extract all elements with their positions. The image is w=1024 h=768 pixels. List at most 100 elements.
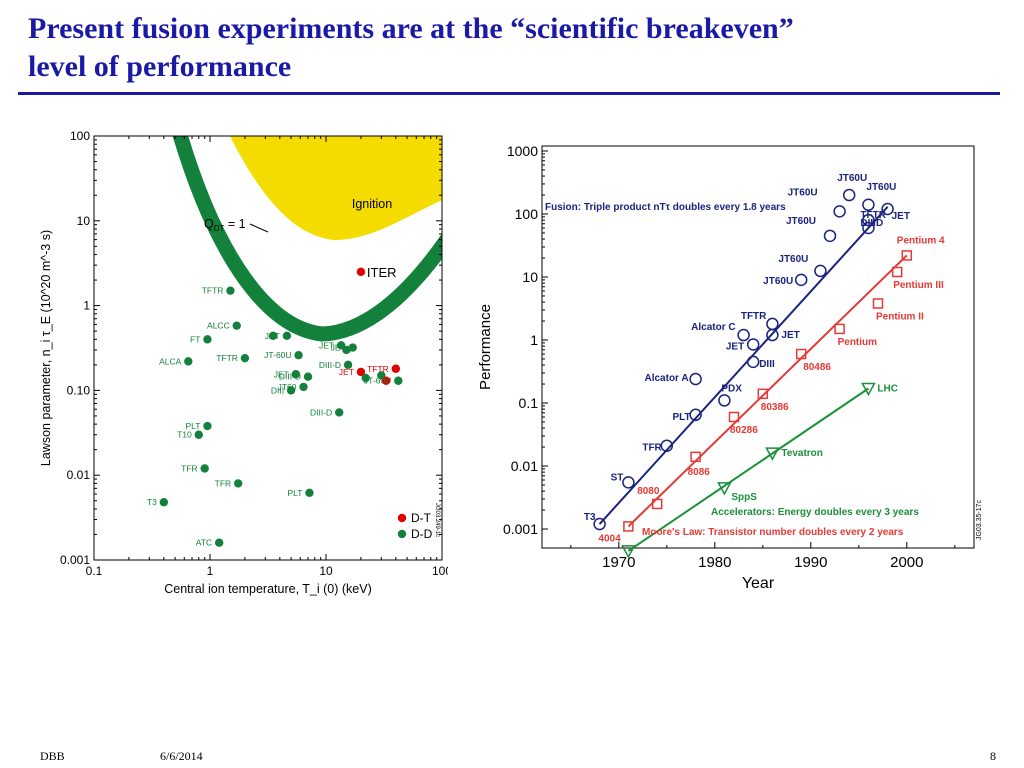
point-label: JT-60U (364, 376, 391, 386)
point-label: JT60U (778, 254, 808, 265)
y-tick-label: 1 (83, 299, 90, 313)
point-label: TFR (181, 463, 198, 473)
point-label: ATC (196, 538, 212, 548)
point-label: 8080 (637, 486, 660, 497)
y-tick-label: 1000 (507, 143, 538, 159)
point-label: PLT (185, 421, 200, 431)
data-point (282, 331, 292, 341)
point-label: JT60U (788, 187, 818, 198)
slide-title-line1: Present fusion experiments are at the “s… (28, 12, 794, 45)
point-label: JET (319, 340, 334, 350)
x-axis-label: Central ion temperature, T_i (0) (keV) (164, 582, 372, 596)
data-point (294, 351, 303, 360)
data-point (184, 357, 193, 366)
data-point (737, 328, 750, 342)
point-label: Alcator C (691, 322, 735, 333)
point-label: TFTR (202, 286, 224, 296)
y-tick-label: 0.10 (67, 383, 91, 397)
data-point (862, 221, 875, 235)
data-point (765, 447, 780, 461)
data-point (814, 264, 827, 278)
data-point (203, 335, 212, 344)
data-point (342, 345, 351, 355)
point-label: SppS (731, 492, 757, 503)
data-point (728, 411, 740, 423)
data-point (861, 382, 876, 397)
ignition-label: Ignition (352, 197, 392, 211)
data-point (651, 498, 663, 510)
point-label: Alcator A (645, 373, 689, 384)
figure-tag: JG03.35-17c (976, 499, 983, 540)
point-label: Pentium II (876, 311, 924, 322)
figure-tag: JG03.249-1c (434, 503, 440, 537)
data-point (348, 343, 357, 352)
x-tick-label: 1 (207, 564, 214, 578)
x-tick-label: 1990 (794, 554, 827, 571)
point-label: JET (274, 369, 289, 379)
point-label: JET (265, 331, 280, 341)
data-point (823, 229, 837, 243)
data-point (381, 376, 391, 385)
footer-date: 6/6/2014 (160, 749, 203, 763)
point-label: JET (726, 341, 744, 352)
point-label: 8086 (688, 467, 711, 478)
y-tick-label: 10 (77, 214, 91, 228)
point-label: JT60 (278, 382, 297, 392)
point-label: JET (339, 367, 354, 377)
legend-label: D-D (411, 527, 433, 541)
legend-label: D-T (411, 511, 432, 525)
y-tick-label: 0.1 (519, 395, 539, 411)
slide-title: Present fusion experiments are at the “s… (28, 10, 1008, 86)
point-label: ALCC (207, 321, 230, 331)
point-label: TFTR (860, 210, 886, 221)
data-point (872, 298, 884, 309)
point-label: JT60U (866, 182, 896, 193)
point-label: TFR (215, 478, 232, 488)
point-label: LHC (877, 383, 898, 394)
data-point (622, 476, 635, 489)
data-point (690, 451, 701, 463)
data-point (268, 331, 278, 341)
point-label: PLT (672, 412, 690, 423)
data-point (794, 273, 808, 287)
y-tick-label: 100 (515, 206, 539, 222)
point-label: ALCA (159, 356, 182, 366)
y-tick-label: 0.01 (511, 458, 538, 474)
point-label: Pentium III (893, 280, 944, 291)
y-tick-label: 100 (70, 129, 90, 143)
point-label: T10 (177, 430, 192, 440)
accelerator-annotation: Accelerators: Energy doubles every 3 yea… (711, 507, 919, 518)
data-point (862, 198, 875, 212)
point-label: T3 (584, 512, 596, 523)
data-point (159, 498, 169, 507)
data-point (200, 464, 209, 473)
data-point (842, 188, 856, 202)
data-point (361, 373, 370, 383)
data-point (305, 488, 314, 498)
moore-annotation: Moore's Law: Transistor number doubles e… (642, 527, 904, 538)
point-label: DIII (759, 359, 775, 370)
point-label: PLT (287, 488, 302, 498)
data-point (660, 439, 674, 452)
point-label: Pentium (838, 337, 878, 348)
data-point (593, 517, 606, 531)
data-point (689, 408, 702, 422)
point-label: ST (611, 472, 624, 483)
title-divider (18, 92, 1000, 95)
y-tick-label: 1 (530, 332, 538, 348)
data-point (335, 408, 344, 417)
footer-author: DBB (40, 749, 65, 763)
data-point (194, 430, 203, 439)
data-point (746, 338, 760, 351)
data-point (881, 202, 894, 216)
x-tick-label: 1980 (698, 554, 731, 571)
data-point (286, 386, 296, 395)
data-point (356, 267, 366, 277)
data-point (718, 394, 731, 407)
point-label: TFTR (741, 311, 767, 322)
point-label: Tevatron (781, 448, 823, 459)
data-point (795, 348, 807, 360)
lawson-chart: 0.1 1 10 100 0.001 0.01 0.10 1 10 100 Central ion … (39, 129, 448, 596)
point-label: JT-60U (264, 350, 291, 360)
qdt1-label: QDT = 1 (204, 217, 246, 233)
